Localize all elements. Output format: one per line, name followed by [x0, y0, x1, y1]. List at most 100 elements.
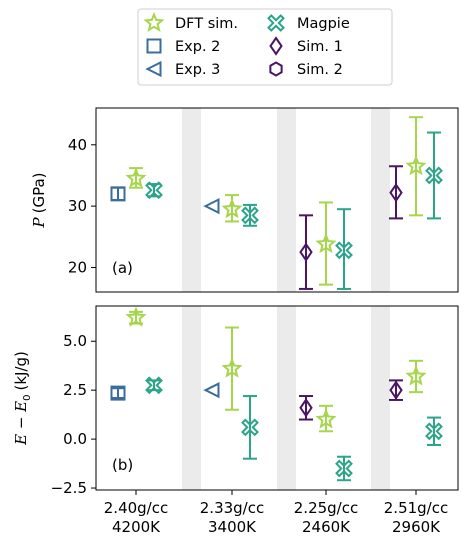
panel-a-point-magpie — [241, 203, 259, 227]
panel-b-separator-1 — [182, 306, 201, 490]
panel-b-marker-magpie — [335, 459, 353, 478]
legend-label: Sim. 2 — [297, 62, 343, 78]
panel-a-separator-1 — [182, 108, 201, 292]
panel-b-separator-2 — [277, 306, 296, 490]
panel-b-frame — [95, 305, 459, 491]
panel-b-label: (b) — [112, 456, 133, 474]
panel-a-marker-dft-sim — [221, 198, 243, 219]
panel-b-point-dft-sim — [405, 359, 427, 394]
panel-a-ylabel: P (GPa) — [30, 173, 48, 229]
panel-a-marker-sim-1 — [299, 242, 313, 262]
xtick-label-density: 2.33g/cc — [200, 499, 264, 517]
panel-a-point-exp-3 — [203, 198, 220, 215]
panel-b-marker-magpie — [241, 418, 259, 437]
panel-a-marker-magpie — [335, 241, 353, 260]
panel-a-point-magpie — [145, 181, 163, 200]
legend: DFT sim. Exp. 2 Exp. 3 Magpie Sim. 1 Sim. 2 — [137, 8, 393, 86]
panel-a-marker-dft-sim — [405, 155, 427, 176]
legend-label: Exp. 3 — [175, 62, 220, 78]
panel-a-ylabel-var: P — [30, 217, 48, 229]
panel-b-marker-exp-2 — [110, 385, 126, 401]
panel-a-marker-magpie — [425, 166, 443, 185]
panel-b-ytick-label: 5.0 — [63, 332, 87, 350]
xtick-label-temperature: 2960K — [392, 518, 441, 536]
panel-b-ylabel-var: E − E — [12, 401, 30, 446]
legend-entry: DFT sim. — [143, 11, 238, 33]
panel-b-ylabel: E − E0 (kJ/g) — [12, 351, 33, 446]
panel-b-ylabel-unit: (kJ/g) — [12, 351, 30, 390]
panel-a-marker-sim-1 — [389, 182, 403, 203]
panel-a-marker-dft-sim — [125, 167, 147, 188]
panel-a-marker-magpie — [145, 181, 163, 200]
panel-a-point-magpie — [335, 208, 353, 290]
panel-b: −2.5 0.0 2.5 5.0 (b) E − E0 (kJ/g) — [12, 305, 459, 497]
panel-b-marker-dft-sim — [315, 408, 337, 429]
xtick-label-density: 2.40g/cc — [104, 499, 168, 517]
panel-b-point-sim-1 — [299, 395, 313, 421]
panel-b-marker-dft-sim — [221, 357, 243, 378]
legend-entry: Magpie — [267, 14, 350, 32]
panel-a-marker-magpie — [241, 206, 259, 225]
legend-marker-icon — [269, 61, 283, 77]
panel-b-point-dft-sim — [315, 404, 337, 433]
panel-a-ylabel-unit: (GPa) — [30, 173, 48, 214]
panel-b-marker-magpie — [425, 422, 443, 441]
panel-a-separator-3 — [371, 108, 390, 292]
legend-entry: Exp. 2 — [146, 38, 220, 55]
xtick-label-density: 2.51g/cc — [384, 499, 448, 517]
panel-b-point-magpie — [425, 416, 443, 446]
panel-b-ytick-label: −2.5 — [51, 479, 87, 497]
panel-b-point-sim-1 — [389, 379, 403, 401]
panel-a-separator-2 — [277, 108, 296, 292]
panel-b-point-exp-2 — [110, 385, 126, 401]
panel-a: 20 30 40 (a) P (GPa) — [30, 107, 459, 293]
panel-b-marker-sim-1 — [389, 380, 403, 400]
panel-b-ylabel-sub: 0 — [22, 395, 33, 401]
panel-a-marker-dft-sim — [315, 233, 337, 254]
panel-a-marker-exp-2 — [110, 186, 126, 202]
panel-a-point-dft-sim — [405, 116, 427, 217]
xtick-label-temperature: 4200K — [112, 518, 161, 536]
legend-entry: Sim. 2 — [269, 61, 343, 78]
panel-b-point-exp-3 — [203, 382, 220, 399]
panel-b-marker-dft-sim — [405, 365, 427, 386]
xtick-label-temperature: 2460K — [302, 518, 351, 536]
legend-frame — [137, 8, 393, 86]
panel-a-label: (a) — [112, 259, 133, 277]
panel-a-point-sim-1 — [389, 165, 403, 220]
panel-b-point-magpie — [145, 376, 163, 395]
legend-marker-icon — [143, 11, 165, 33]
panel-a-point-magpie — [425, 131, 443, 220]
panel-b-marker-exp-3 — [203, 382, 220, 399]
legend-label: Magpie — [297, 16, 350, 32]
panel-b-point-dft-sim — [125, 306, 147, 327]
legend-label: Sim. 1 — [297, 39, 343, 55]
xtick-label-temperature: 3400K — [208, 518, 257, 536]
legend-label: DFT sim. — [175, 16, 238, 32]
panel-a-point-sim-1 — [299, 214, 313, 290]
legend-label: Exp. 2 — [175, 39, 220, 55]
legend-marker-icon — [269, 36, 283, 56]
legend-entry: Exp. 3 — [145, 60, 220, 78]
panel-b-marker-magpie — [145, 376, 163, 395]
panel-b-separator-3 — [371, 306, 390, 490]
panel-b-ytick-label: 2.5 — [63, 381, 87, 399]
panel-a-ytick-label: 40 — [68, 136, 87, 154]
legend-marker-icon — [146, 38, 162, 54]
panel-a-point-dft-sim — [125, 167, 147, 189]
panel-a-marker-exp-3 — [203, 198, 220, 215]
panel-b-point-dft-sim — [221, 326, 243, 411]
legend-marker-icon — [267, 14, 285, 32]
panel-b-marker-sim-1 — [299, 398, 313, 418]
panel-b-point-magpie — [241, 395, 259, 460]
panel-b-marker-dft-sim — [125, 306, 147, 327]
panel-a-ytick-label: 20 — [68, 258, 87, 276]
panel-b-point-magpie — [335, 455, 353, 482]
legend-marker-icon — [145, 60, 162, 78]
panel-a-point-dft-sim — [315, 201, 337, 286]
panel-a-point-exp-2 — [110, 186, 126, 202]
panel-a-point-dft-sim — [221, 194, 243, 223]
panel-a-frame — [95, 107, 459, 293]
